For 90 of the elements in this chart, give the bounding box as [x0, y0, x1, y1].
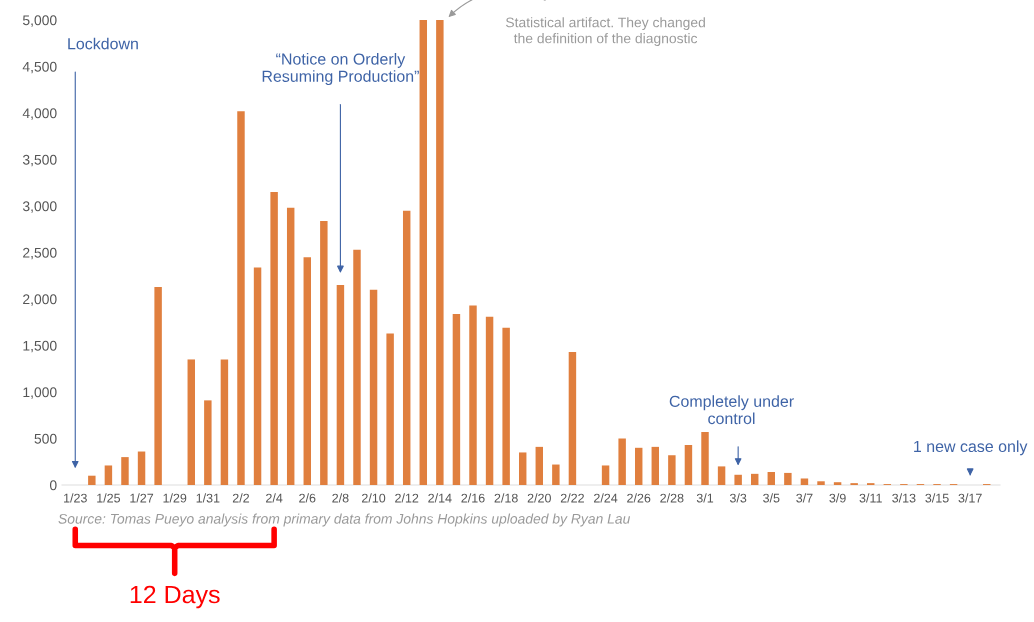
y-tick-label: 4,000: [22, 108, 57, 120]
y-tick-label: 500: [34, 433, 57, 444]
bar: [187, 359, 195, 485]
bar: [402, 210, 411, 485]
bar: [634, 447, 643, 485]
bar: [253, 267, 262, 485]
bar: [419, 20, 428, 485]
x-tick-label: 3/1: [696, 493, 714, 503]
x-tick-label: 3/3: [729, 493, 747, 503]
x-tick-label: 2/22: [560, 493, 584, 503]
bar: [518, 452, 527, 485]
bar: [552, 464, 560, 485]
y-tick-label: 3,500: [22, 154, 57, 167]
x-tick-label: 2/6: [299, 493, 316, 503]
x-tick-label: 2/10: [362, 493, 386, 503]
x-tick-label: 2/14: [428, 493, 452, 503]
x-tick-label: 1/27: [130, 493, 154, 503]
bar: [651, 446, 660, 485]
bar: [817, 481, 825, 485]
bar: [485, 316, 494, 485]
bar: [684, 445, 693, 485]
x-tick-label: 2/28: [660, 493, 684, 503]
bar: [452, 313, 461, 485]
bar: [717, 466, 726, 485]
bar: [303, 257, 311, 485]
y-tick-label: 2,000: [23, 294, 57, 306]
text: 12 Days: [130, 585, 220, 609]
y-tick-label: 1,000: [23, 387, 57, 399]
bar: [568, 352, 577, 485]
annotation: 1 new case only: [914, 440, 1028, 456]
x-tick-label: 3/15: [925, 493, 949, 503]
x-tick-label: 3/9: [829, 493, 846, 503]
y-tick-label: 4,500: [22, 61, 57, 74]
y-tick-label: 3,000: [22, 201, 57, 213]
bar: [220, 359, 229, 485]
bar: [286, 207, 295, 485]
bar: [336, 285, 345, 485]
x-tick-label: 3/17: [958, 493, 982, 503]
x-tick-label: 2/4: [266, 493, 283, 503]
x-tick-label: 2/24: [594, 493, 618, 503]
bar: [502, 327, 510, 485]
annotation: Statistical artifact. They changed the definition of the diagnostic: [505, 17, 705, 47]
x-tick-label: 2/8: [332, 493, 349, 503]
bar: [833, 482, 842, 485]
annotation: “Notice on Orderly Resuming Production”: [262, 53, 419, 86]
annotation: Lockdown: [68, 37, 138, 50]
bar: [137, 451, 146, 485]
y-tick-label: 2,500: [23, 247, 57, 260]
bar: [668, 455, 676, 485]
x-tick-label: 3/11: [859, 493, 882, 503]
source-note: Source: Tomas Pueyo analysis from primary data from Johns Hopkins uploaded by Ryan Lau: [58, 513, 631, 527]
bar: [237, 111, 245, 485]
x-tick-label: 2/20: [527, 493, 551, 503]
bar: [800, 478, 809, 485]
bar: [767, 471, 776, 485]
x-tick-label: 2/18: [494, 493, 518, 503]
bar: [751, 473, 759, 485]
bar: [601, 465, 610, 485]
x-tick-label: 2/16: [461, 493, 485, 503]
bar: [154, 286, 162, 485]
x-tick-label: 3/13: [892, 493, 916, 503]
x-tick-label: 1/25: [97, 493, 121, 503]
x-tick-label: 3/7: [796, 493, 813, 503]
y-tick-label: 0: [49, 480, 57, 491]
bar: [320, 220, 328, 485]
x-tick-label: 1/31: [196, 493, 220, 503]
bar: [734, 474, 742, 485]
bar: [369, 289, 378, 485]
bar: [701, 431, 709, 485]
x-tick-label: 1/29: [163, 493, 187, 503]
x-tick-label: 1/23: [64, 493, 87, 503]
bar: [88, 475, 96, 485]
x-tick-label: 2/12: [395, 493, 419, 503]
bar: [535, 446, 544, 485]
bar: [121, 457, 129, 485]
y-tick-label: 1,500: [23, 340, 57, 353]
bar: [784, 472, 792, 485]
annotation: Completely under control: [669, 395, 794, 425]
bar: [469, 305, 477, 485]
x-tick-label: 2/2: [232, 493, 250, 503]
bar: [270, 192, 278, 485]
bar: [436, 20, 444, 485]
bar: [353, 249, 361, 485]
bar: [618, 438, 626, 485]
x-tick-label: 3/5: [763, 493, 780, 503]
y-tick-label: 5,000: [22, 15, 57, 27]
x-tick-label: 2/26: [627, 493, 651, 503]
bar: [386, 333, 394, 485]
bar: [104, 465, 113, 485]
bar: [204, 400, 212, 485]
